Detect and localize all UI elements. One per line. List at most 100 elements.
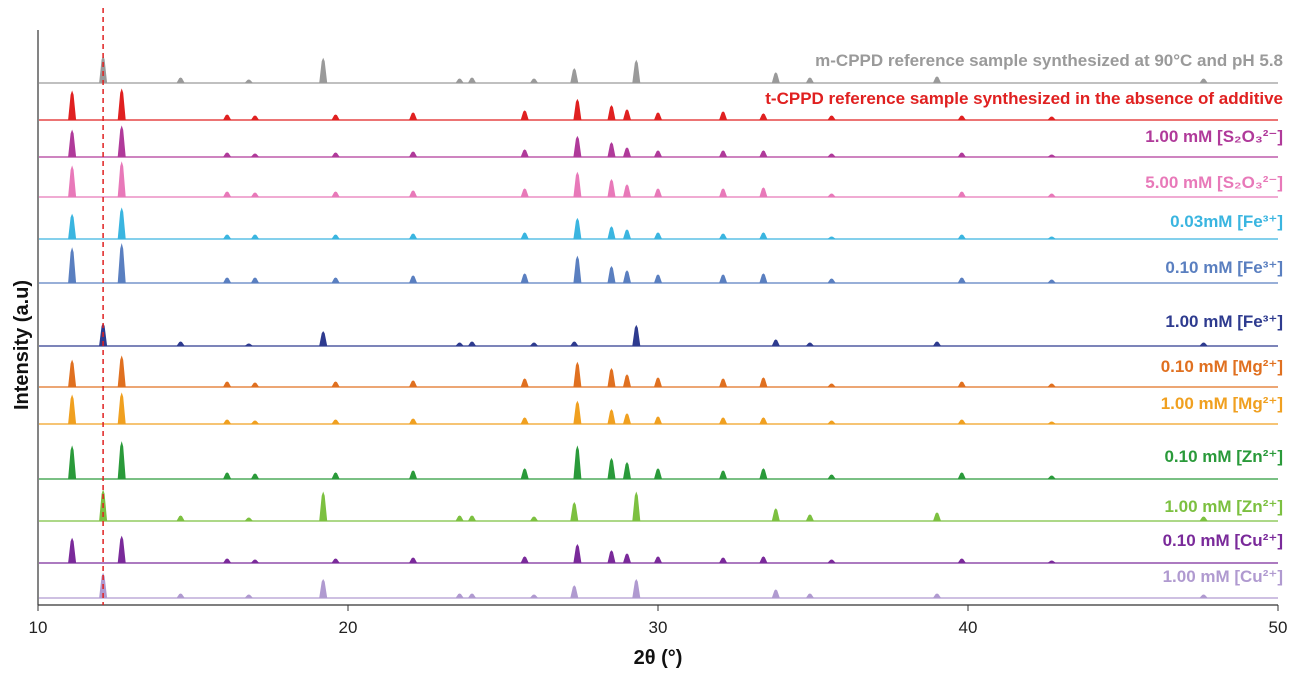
peak xyxy=(805,514,815,522)
peak xyxy=(408,233,418,240)
peak xyxy=(805,593,815,599)
peak xyxy=(68,394,77,425)
peak xyxy=(957,558,967,564)
legend-label: 0.10 mM [Fe³⁺] xyxy=(1165,258,1283,277)
peak xyxy=(408,190,418,198)
peak xyxy=(408,151,418,158)
peak xyxy=(759,417,768,425)
peak xyxy=(653,232,663,240)
peak xyxy=(718,417,728,425)
peak xyxy=(759,556,768,564)
peak xyxy=(607,105,616,121)
peak xyxy=(250,382,260,388)
peak xyxy=(573,171,582,198)
peak xyxy=(759,113,768,121)
peak xyxy=(653,274,663,284)
peak xyxy=(759,187,768,198)
peak xyxy=(622,109,632,121)
peak xyxy=(718,378,728,388)
y-axis-label: Intensity (a.u) xyxy=(11,280,33,410)
peak xyxy=(68,165,77,198)
peak xyxy=(117,355,126,388)
peak xyxy=(718,557,728,564)
legend-label: 0.03mM [Fe³⁺] xyxy=(1170,212,1283,231)
peak xyxy=(1047,279,1057,284)
legend-label: 1.00 mM [Mg²⁺] xyxy=(1161,394,1283,413)
peak xyxy=(1047,383,1057,388)
peak xyxy=(826,236,837,240)
peak xyxy=(957,115,967,121)
peak xyxy=(319,491,328,522)
peak xyxy=(827,115,837,121)
peak xyxy=(653,377,663,388)
peak xyxy=(222,381,232,388)
peak xyxy=(573,400,582,425)
peak xyxy=(176,593,186,599)
peak xyxy=(250,115,260,121)
peak xyxy=(222,234,232,240)
peak xyxy=(250,234,260,240)
peak xyxy=(331,114,340,121)
peak xyxy=(653,468,663,480)
peak xyxy=(244,594,254,599)
legend-label: 0.10 mM [Mg²⁺] xyxy=(1161,357,1283,376)
peak xyxy=(319,57,328,84)
peak xyxy=(632,578,641,599)
peak xyxy=(573,217,582,240)
peak xyxy=(771,508,780,522)
peak xyxy=(805,342,815,347)
peak xyxy=(932,593,942,599)
peak xyxy=(467,593,477,599)
peak xyxy=(607,266,616,284)
peak xyxy=(622,413,632,425)
peak xyxy=(805,77,815,84)
peak xyxy=(718,188,728,198)
peak xyxy=(222,114,232,121)
legend-label: m-CPPD reference sample synthesized at 9… xyxy=(815,51,1283,70)
peak xyxy=(759,150,768,158)
peak xyxy=(932,512,942,522)
peak xyxy=(319,578,328,599)
legend-label: 1.00 mM [S₂O₃²⁻] xyxy=(1145,127,1283,146)
peak xyxy=(408,275,418,284)
peak xyxy=(622,147,632,158)
peak xyxy=(68,129,77,158)
legend-label: 1.00 mM [Fe³⁺] xyxy=(1165,312,1283,331)
peak xyxy=(176,341,186,347)
peak xyxy=(520,110,529,121)
peak xyxy=(622,184,632,198)
peak xyxy=(529,516,539,522)
peak xyxy=(573,98,582,121)
peak xyxy=(99,55,108,84)
peak xyxy=(408,418,418,425)
peak xyxy=(529,594,539,599)
peak xyxy=(771,72,780,84)
x-tick-label: 30 xyxy=(649,618,668,637)
peak xyxy=(1047,193,1057,198)
legend-label: 0.10 mM [Zn²⁺] xyxy=(1164,447,1283,466)
peak xyxy=(759,232,768,240)
peak xyxy=(529,78,539,84)
peak xyxy=(573,445,582,480)
x-tick-label: 40 xyxy=(959,618,978,637)
peak xyxy=(222,558,232,564)
peak xyxy=(932,341,942,347)
peak xyxy=(607,142,616,158)
peak xyxy=(331,277,340,284)
legend-label: t-CPPD reference sample synthesized in t… xyxy=(765,89,1283,108)
peak xyxy=(622,374,632,388)
peak xyxy=(331,472,340,480)
peak xyxy=(718,233,728,240)
peak xyxy=(607,367,616,388)
peak xyxy=(826,559,837,564)
peak xyxy=(331,234,341,240)
peak xyxy=(408,470,418,480)
peak xyxy=(68,213,77,240)
peak xyxy=(653,150,663,158)
x-tick-label: 20 xyxy=(339,618,358,637)
x-tick-label: 50 xyxy=(1269,618,1288,637)
peak xyxy=(759,377,768,388)
peak xyxy=(117,243,126,284)
